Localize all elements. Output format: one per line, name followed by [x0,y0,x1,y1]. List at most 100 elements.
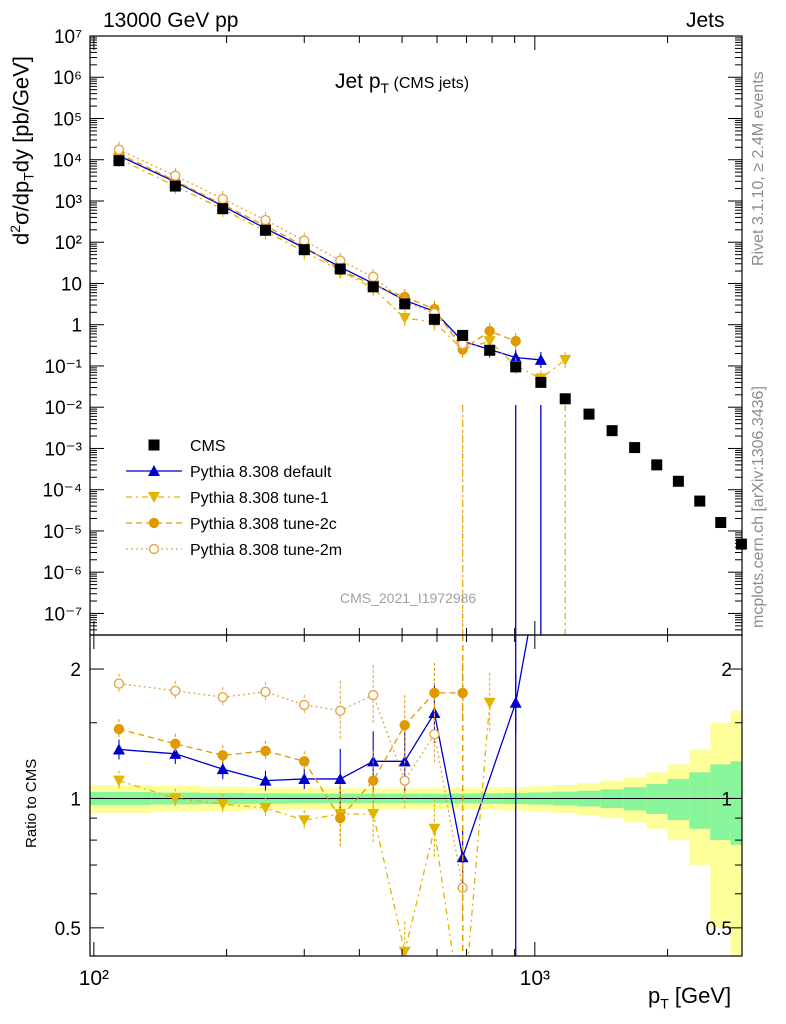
cms-point [334,263,346,275]
pythia-8-308-tune-2m-point [260,214,271,226]
pythia-8-308-tune-2m-ratio-point [113,678,125,689]
pythia-8-308-tune-2m-ratio-line [118,682,464,888]
legend-label: Pythia 8.308 default [190,464,332,481]
main-panel-frame [89,35,743,636]
cms-point [583,408,595,420]
rivet-note: Rivet 3.1.10, ≥ 2.4M events [750,71,767,266]
pythia-8-308-tune-2c-ratio-point [299,756,310,767]
y-tick-label: 10⁻⁶ [43,563,82,584]
pythia-8-308-tune-2m-ratio-point [217,691,228,703]
legend: CMS Pythia 8.308 default Pythia 8.308 tune… [126,438,342,559]
legend-entry-pythia-8-308-tune-2m: Pythia 8.308 tune-2m [126,542,342,559]
pythia-8-308-default-ratio-point [112,743,125,755]
pythia-8-308-tune-2m-point [368,271,379,283]
plot-title-paren: (CMS jets) [389,75,470,92]
pythia-8-308-default-ratio-line [118,635,529,860]
pythia-8-308-tune-2c-point [510,335,521,347]
band-inner-bin [667,778,690,821]
cms-point [535,376,547,388]
legend-label: Pythia 8.308 tune-2c [190,516,337,533]
pythia-8-308-tune-2m-ratio-point [335,705,346,716]
y-tick-label: 10⁷ [54,27,82,48]
axes-frames: 10² 10³ 10⁻⁷ 10⁻⁶ 10⁻⁵ 10⁻⁴ 10⁻³ 10⁻² 10⁻¹ 1 10 10²… [43,27,743,990]
ratio-y-tick-label: 2 [70,660,81,681]
pythia-8-308-tune-2m-line [118,149,464,345]
band-inner-bin [689,772,711,829]
header-process: 13000 GeV pp [103,9,239,32]
cms-point [510,361,522,373]
cms-point [399,298,411,310]
cms-point [694,495,706,507]
pythia-8-308-default-point [509,351,522,363]
y-tick-label: 10⁻¹ [45,357,83,378]
pythia-8-308-tune-1-point [398,313,411,325]
x-tick-label: 10³ [520,967,550,990]
ratio-panel-plot-area [112,635,529,1024]
ratio-series-pythia-8-308-tune-2m [113,665,468,918]
pythia-8-308-tune-1-point [559,354,572,366]
pythia-8-308-tune-1-ratio-point [169,793,182,805]
x-tick-label: 10² [79,967,109,990]
cms-point [457,329,469,341]
y-tick-label: 10⁻² [45,398,83,419]
y-tick-label: 10⁴ [53,151,82,172]
y-tick-label: 10⁻⁷ [44,604,82,625]
y-tick-label: 10² [55,233,82,254]
legend-marker [148,492,160,503]
cms-point [428,313,440,325]
y-tick-label: 10⁻³ [45,439,83,460]
legend-entry-pythia-8-308-default: Pythia 8.308 default [126,464,332,481]
ratio-y-tick-label: 0.5 [55,919,81,940]
mcplots-note: mcplots.cern.ch [arXiv:1306.3436] [750,386,767,628]
pythia-8-308-default-ratio-point [259,774,272,786]
pythia-8-308-tune-2c-ratio-point [368,775,379,786]
cms-point [559,393,571,405]
pythia-8-308-tune-2c-ratio-line [118,692,463,820]
pythia-8-308-tune-2m-ratio-point [170,685,181,696]
main-y-axis-label: d2σ/dpTdy [pb/GeV] [7,56,37,245]
x-axis-label: pT [GeV] [648,983,732,1012]
pythia-8-308-default-ratio-point [298,772,311,784]
band-inner-bin [646,784,668,815]
pythia-8-308-tune-2m-point [299,235,310,246]
pythia-8-308-tune-1-ratio-point [483,697,496,709]
pythia-8-308-tune-2m-ratio-point [368,689,379,701]
y-tick-label: 10 [61,274,82,295]
cms-point [298,244,310,256]
band-inner-bin [730,761,742,845]
pythia-8-308-tune-1-ratio-point [216,799,229,811]
pythia-8-308-tune-2m-point [170,170,181,181]
pythia-8-308-tune-1-line [118,158,566,380]
ratio-y-tick-label-right: 1 [721,789,732,810]
cms-point [651,459,663,471]
y-tick-label: 10⁵ [53,109,82,130]
ratio-y-tick-label-right: 2 [721,660,732,681]
legend-entry-pythia-8-308-tune-2c: Pythia 8.308 tune-2c [126,516,337,533]
ratio-series-pythia-8-308-tune-2c [113,662,468,849]
pythia-8-308-tune-2c-ratio-point [335,812,346,824]
pythia-8-308-tune-1-ratio-point [298,815,311,827]
pythia-8-308-tune-1-ratio-point [457,1018,469,1024]
ratio-panel-frame [89,634,743,957]
pythia-8-308-tune-2m-ratio-point [260,686,271,698]
cms-point [606,425,618,437]
pythia-8-308-tune-2c-ratio-point [217,750,228,761]
pythia-8-308-tune-1-ratio-point [367,809,380,821]
cms-point [629,442,641,454]
cms-point [367,281,379,293]
legend-marker [148,517,160,529]
pythia-8-308-tune-2c-ratio-point [170,738,181,750]
ratio-y-tick-label: 1 [70,789,81,810]
legend-label: Pythia 8.308 tune-2m [190,542,342,559]
pythia-8-308-tune-2c-ratio-point [260,745,271,757]
pythia-8-308-tune-1-point [483,336,496,348]
cms-point [259,224,271,236]
plot-title: Jet pT (CMS jets) [335,70,469,96]
cms-point [484,344,496,356]
pythia-8-308-tune-1-ratio-point [428,823,441,835]
plot-title-main: Jet p [335,70,381,93]
y-tick-label: 10⁻⁵ [43,522,82,543]
header-observable: Jets [686,9,725,32]
legend-label: Pythia 8.308 tune-1 [190,490,329,507]
y-tick-label: 1 [71,316,82,337]
